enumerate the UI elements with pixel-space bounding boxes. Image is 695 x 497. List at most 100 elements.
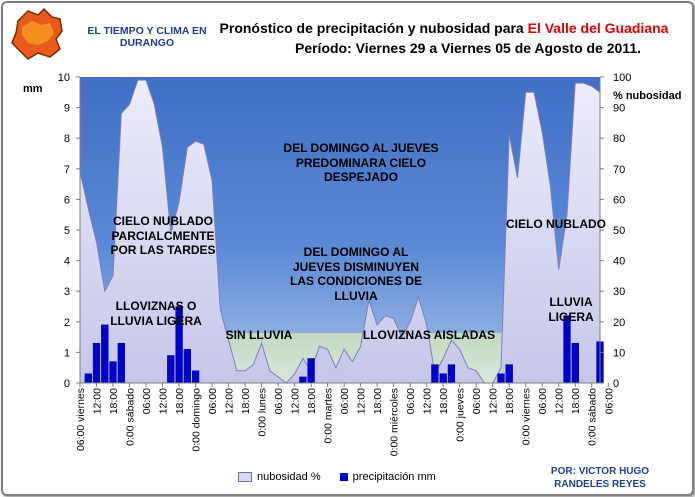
bar-precipitacion	[447, 364, 456, 384]
chart-period: Período: Viernes 29 a Viernes 05 de Agos…	[294, 40, 641, 56]
y-right-tick-label: 80	[613, 133, 625, 145]
y-right-tick-label: 50	[613, 225, 625, 237]
x-tick-label: 12:00	[356, 388, 368, 414]
x-tick-label: 0:00 sábado	[125, 388, 137, 446]
annotation-line: PREDOMINARA CIELO	[295, 155, 427, 170]
bar-precipitacion	[92, 342, 101, 384]
author-line-2: RANDELES REYES	[554, 479, 646, 490]
x-tick-label: 0:00 martes	[323, 388, 335, 443]
y-left-tick-label: 8	[64, 133, 70, 145]
x-tick-label: 06:00	[141, 388, 153, 414]
series-nubosidad-area	[79, 79, 601, 384]
y-left-tick-label: 3	[64, 286, 70, 298]
x-tick-label: 18:00	[306, 388, 318, 414]
x-tick-label: 06:00	[339, 388, 351, 414]
y-left-tick-label: 9	[64, 103, 70, 115]
y-right-tick-label: 100	[613, 72, 631, 84]
y-right-tick-label: 10	[613, 347, 625, 359]
x-tick-label: 18:00	[504, 388, 516, 414]
x-tick-label: 0:00 domingo	[191, 388, 203, 452]
y-right-tick-label: 30	[613, 286, 625, 298]
y-left-tick-label: 6	[64, 194, 70, 206]
annotation-line: LLUVIA LIGERA	[110, 313, 202, 328]
author-line-1: POR: VICTOR HUGO	[550, 466, 650, 477]
bar-precipitacion	[109, 361, 117, 384]
annotation-disminuyen: DEL DOMINGO AL JUEVES DISMINUYEN LAS CON…	[281, 245, 431, 303]
legend-label-nubosidad: nubosidad %	[257, 471, 321, 483]
x-tick-label: 12:00	[554, 388, 566, 414]
bar-precipitacion	[431, 364, 439, 384]
annotation-line: CIELO NUBLADO	[113, 214, 213, 228]
y-right-tick-label: 60	[613, 194, 625, 206]
x-tick-label: 06:00	[471, 388, 483, 414]
annotation-line: DEL DOMINGO AL	[303, 245, 409, 259]
brand-line-1: EL TIEMPO Y CLIMA EN	[87, 25, 207, 37]
y-right-tick-label: 90	[613, 103, 625, 115]
x-tick-label: 0:00 jueves	[455, 388, 467, 442]
x-tick-label: 06:00	[207, 388, 219, 414]
x-tick-label: 18:00	[174, 388, 186, 414]
chart-canvas: 012345678910010203040506070809010006:00 …	[58, 72, 632, 456]
bar-precipitacion	[505, 364, 513, 384]
x-tick-label: 18:00	[570, 388, 582, 414]
annotation-line: JUEVES DISMINUYEN	[292, 259, 420, 274]
y-right-tick-label: 0	[613, 378, 619, 390]
x-tick-label: 06:00	[537, 388, 549, 414]
y-right-tick-label: 70	[613, 164, 625, 176]
legend-label-precipitacion: precipitación mm	[352, 471, 436, 483]
bar-precipitacion	[191, 370, 200, 384]
y-right-tick-label: 20	[613, 317, 625, 329]
annotation-line: CIELO NUBLADO	[506, 217, 606, 231]
x-tick-label: 06:00 viernes	[75, 388, 87, 451]
bar-precipitacion	[167, 355, 175, 384]
legend-item-nubosidad: nubosidad %	[238, 471, 321, 483]
annotation-line: LAS CONDICIONES DE	[289, 274, 422, 288]
annotation-lloviznas: LLOVIZNAS O LLUVIA LIGERA	[101, 299, 211, 328]
bar-precipitacion	[299, 376, 307, 384]
bar-precipitacion	[117, 342, 125, 384]
bar-precipitacion	[183, 349, 191, 384]
x-tick-label: 12:00	[422, 388, 434, 414]
x-tick-label: 12:00	[158, 388, 170, 414]
annotation-line: SIN LLUVIA	[225, 328, 293, 342]
x-tick-label: 12:00	[290, 388, 302, 414]
bar-precipitacion	[101, 324, 109, 384]
annotation-line: DESPEJADO	[323, 170, 399, 184]
x-tick-label: 0:00 lunes	[257, 388, 269, 436]
x-tick-label: 18:00	[240, 388, 252, 414]
bar-precipitacion	[84, 373, 92, 384]
annotation-lluvia-ligera: LLUVIA LIGERA	[543, 295, 599, 324]
x-tick-label: 0:00 viernes	[521, 388, 533, 445]
x-tick-label: 18:00	[372, 388, 384, 414]
bar-precipitacion	[571, 342, 579, 384]
y-left-tick-label: 0	[64, 378, 70, 390]
y-left-tick-label: 1	[64, 347, 70, 359]
y-left-tick-label: 4	[64, 256, 70, 268]
annotation-despejado: DEL DOMINGO AL JUEVES PREDOMINARA CIELO …	[261, 141, 461, 185]
annotation-line: LIGERA	[548, 309, 594, 324]
annotation-lloviznas-aisladas: LLOVIZNAS AISLADAS	[359, 328, 499, 343]
brand-line-2: DURANGO	[119, 37, 175, 49]
bar-precipitacion	[563, 315, 571, 384]
annotation-cielo-nublado: CIELO NUBLADO	[497, 217, 615, 232]
legend-item-precipitacion: precipitación mm	[339, 471, 436, 483]
annotation-nublado-parcial: CIELO NUBLADO PARCIALCMENTE POR LAS TARD…	[103, 214, 223, 258]
right-axis-label: % nubosidad	[613, 90, 682, 102]
bar-precipitacion	[497, 373, 505, 384]
bar-precipitacion	[307, 358, 315, 384]
y-left-tick-label: 10	[58, 72, 70, 84]
x-tick-label: 0:00 miércoles	[389, 388, 401, 456]
x-tick-label: 12:00	[224, 388, 236, 414]
chart-legend: nubosidad % precipitación mm	[238, 471, 452, 483]
x-tick-label: 0:00 sábado	[587, 388, 599, 446]
title-prefix: Pronóstico de precipitación y nubosidad …	[219, 20, 528, 36]
author-credit: POR: VICTOR HUGO RANDELES REYES	[540, 465, 660, 491]
y-left-tick-label: 7	[64, 164, 70, 176]
annotation-line: LLOVIZNAS O	[115, 299, 197, 313]
y-left-tick-label: 5	[64, 225, 70, 237]
x-tick-label: 18:00	[438, 388, 450, 414]
annotation-line: PARCIALCMENTE	[111, 228, 215, 243]
x-tick-label: 12:00	[92, 388, 104, 414]
x-tick-label: 06:00	[405, 388, 417, 414]
